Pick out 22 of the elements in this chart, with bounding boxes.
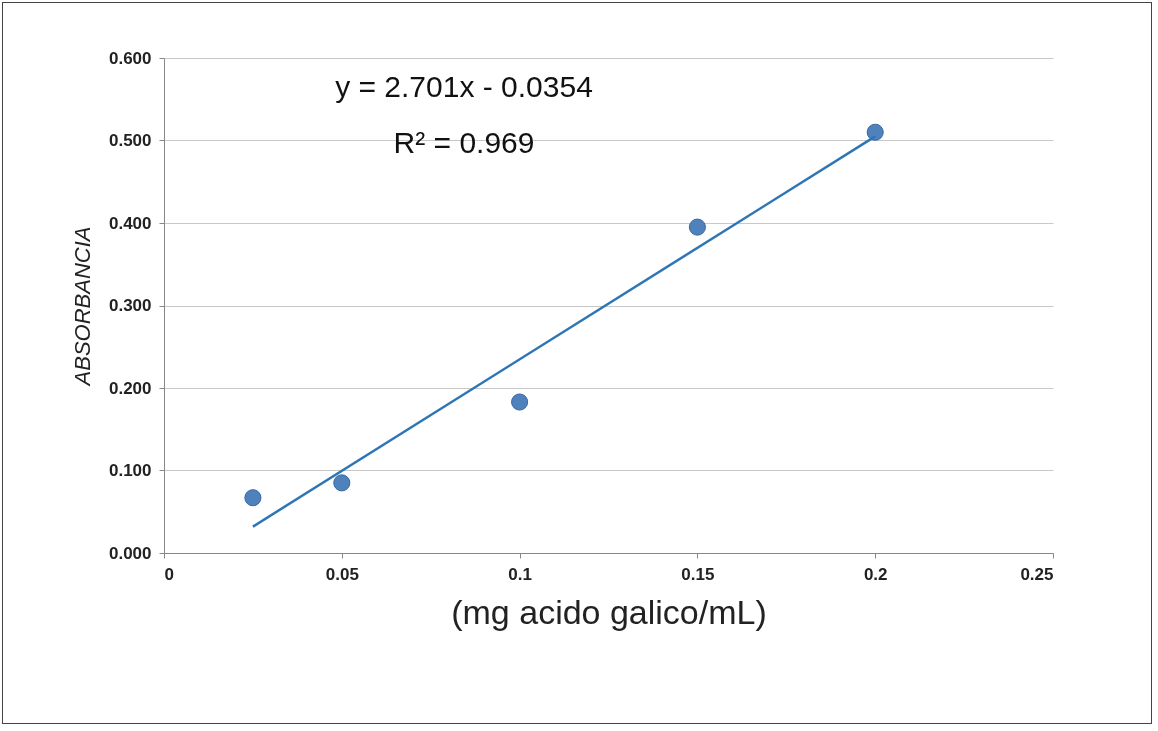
y-tick-label: 0.300 — [108, 296, 152, 315]
x-tick-label: 0.25 — [1020, 564, 1054, 584]
x-tick-label: 0.1 — [508, 564, 532, 584]
y-tick-label: 0.400 — [108, 213, 152, 233]
y-tick-label: 0.000 — [108, 543, 152, 563]
y-tick-label: 0.600 — [108, 48, 152, 68]
x-tick-label: 0.15 — [681, 564, 715, 584]
y-tick-label: 0.500 — [108, 131, 152, 150]
x-axis-title: (mg acido galico/mL) — [451, 592, 767, 631]
point — [333, 474, 351, 492]
point — [244, 489, 262, 507]
x-tick-label: 0.05 — [325, 564, 359, 584]
y-axis-title: ABSORBANCIA — [69, 226, 95, 388]
point — [866, 123, 884, 141]
y-tick-label: 0.200 — [108, 378, 152, 398]
point — [688, 218, 706, 236]
annotation: y = 2.701x - 0.0354 — [335, 70, 593, 103]
x-tick-label: 0.2 — [863, 564, 888, 584]
annotation: R² = 0.969 — [393, 126, 535, 159]
y-tick-label: 0.100 — [108, 461, 152, 480]
point — [511, 393, 529, 411]
x-tick-label: 0 — [164, 564, 174, 584]
